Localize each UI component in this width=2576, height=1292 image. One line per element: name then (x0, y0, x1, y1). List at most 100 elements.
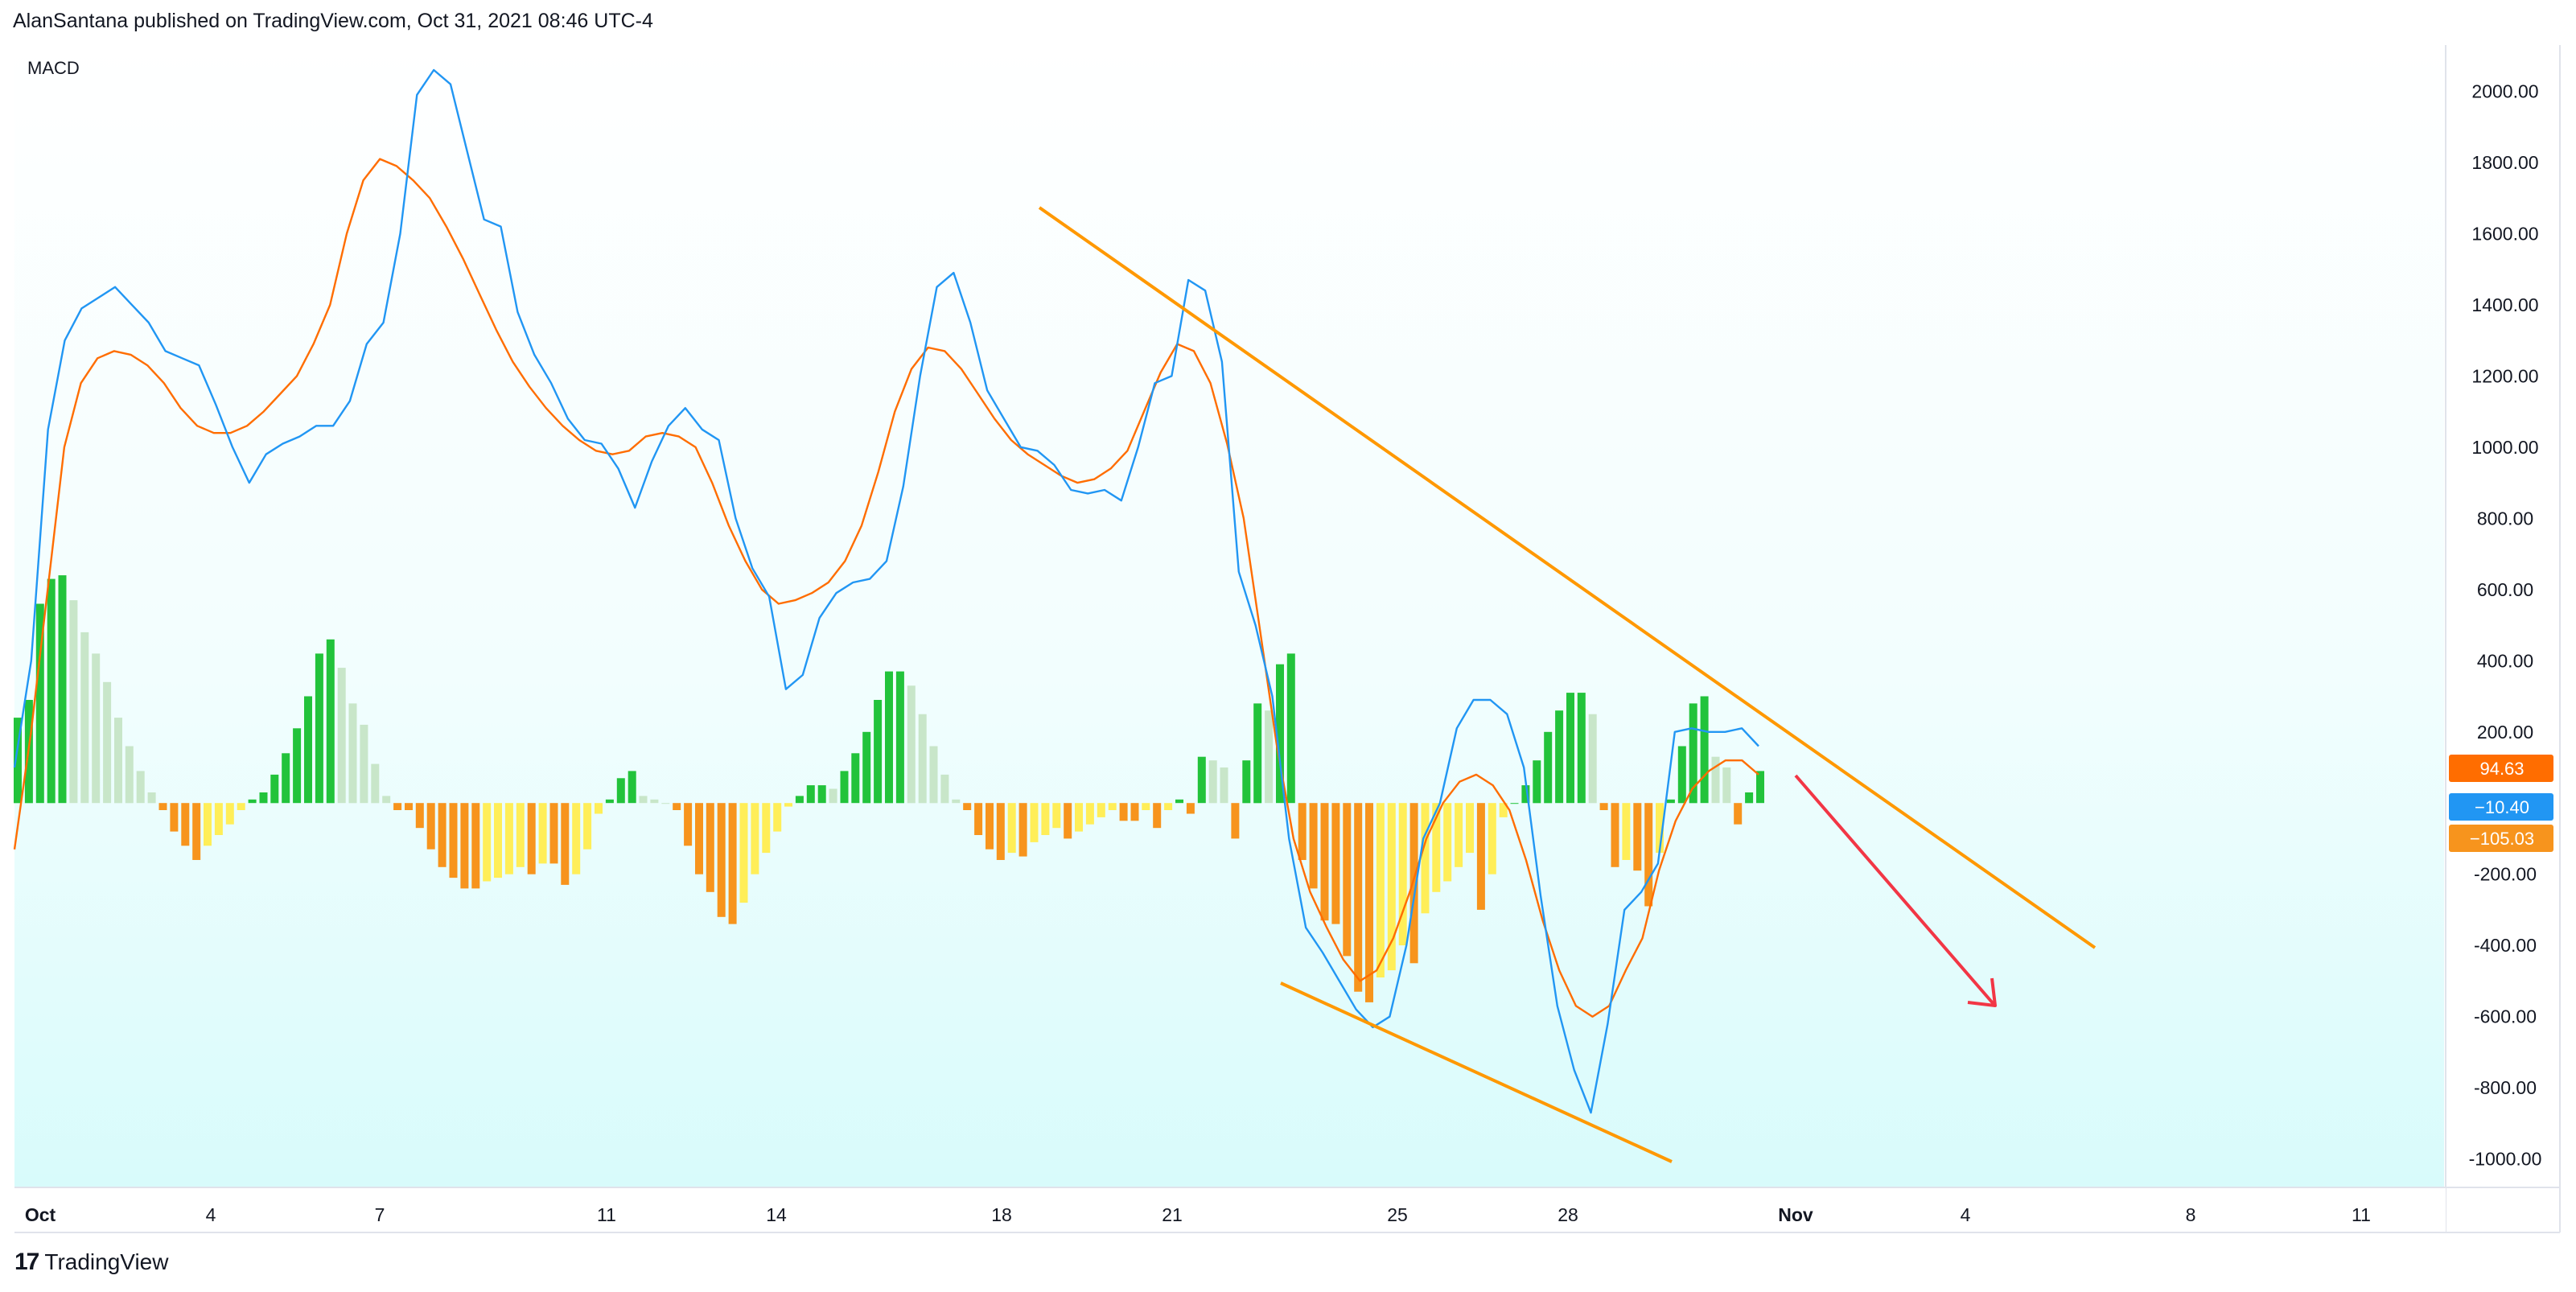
footer-brand: 17 TradingView (14, 1249, 168, 1276)
histogram-bar (1354, 803, 1363, 992)
histogram-bar (1041, 803, 1050, 835)
histogram-bar (1276, 664, 1284, 804)
histogram-bar (483, 803, 492, 882)
histogram-bar (80, 632, 89, 804)
histogram-bar (862, 731, 871, 804)
histogram-bar (940, 774, 949, 804)
histogram-bar (1677, 746, 1686, 804)
histogram-bar (728, 803, 737, 924)
publish-info: AlanSantana published on TradingView.com… (13, 10, 653, 32)
y-tick-label: 800.00 (2477, 508, 2533, 529)
histogram-bar (426, 803, 435, 850)
histogram-bar (538, 803, 547, 864)
annotations (1038, 206, 2097, 1163)
histogram-bar (1432, 803, 1441, 892)
x-tick-label: Oct (25, 1204, 56, 1225)
histogram-bar (1097, 803, 1105, 817)
histogram-bar (438, 803, 446, 867)
x-tick-label: 18 (991, 1204, 1012, 1225)
x-axis: Oct 4 7 11 14 18 21 25 28 Nov 4 8 11 (25, 1204, 2371, 1225)
histogram-bar (1153, 803, 1162, 829)
histogram-bar (929, 746, 938, 804)
histogram-bar (1734, 803, 1743, 825)
histogram-bar (1365, 803, 1373, 1002)
histogram-bar (47, 578, 56, 804)
histogram-bar (1599, 803, 1608, 810)
histogram-bar (494, 803, 502, 878)
histogram-bar (605, 799, 614, 804)
value-label-text: −10.40 (2475, 797, 2529, 817)
histogram-bar (1533, 760, 1541, 804)
histogram-bar (673, 803, 681, 810)
down-arrow-shaft (1794, 774, 1995, 1006)
histogram-bar (650, 799, 659, 804)
histogram-bar (595, 803, 603, 814)
histogram-bar (684, 803, 693, 846)
histogram-bar (1242, 760, 1251, 804)
histogram-bar (192, 803, 201, 860)
histogram-bar (415, 803, 424, 829)
histogram-bar (628, 771, 636, 804)
histogram-bar (237, 803, 245, 810)
y-tick-label: -1000.00 (2469, 1149, 2542, 1170)
value-label-text: 94.63 (2479, 759, 2524, 779)
histogram-bar (103, 681, 112, 804)
histogram-bar (1689, 703, 1697, 804)
y-tick-label: 1200.00 (2471, 365, 2538, 386)
x-tick-label: 28 (1558, 1204, 1578, 1225)
y-tick-label: -600.00 (2474, 1006, 2537, 1027)
y-tick-label: -200.00 (2474, 864, 2537, 885)
histogram-bar (460, 803, 469, 889)
histogram-bar (248, 799, 257, 804)
histogram-bar (918, 714, 927, 804)
macd-chart[interactable]: MACD 2000.00 1800.00 1600.00 1400.00 1200.00… (0, 0, 2576, 1247)
plot-background (14, 45, 2444, 1187)
histogram-bar (1611, 803, 1619, 867)
x-tick-label: 21 (1162, 1204, 1183, 1225)
histogram-bar (69, 600, 78, 804)
histogram-bar (952, 799, 961, 804)
y-tick-label: 1600.00 (2471, 223, 2538, 244)
histogram-bar (1220, 767, 1228, 804)
histogram-bar (35, 603, 44, 804)
histogram-bar (1656, 803, 1664, 854)
histogram-bar (986, 803, 994, 850)
histogram-bar (181, 803, 190, 846)
histogram-bar (1466, 803, 1474, 854)
y-tick-label: -400.00 (2474, 935, 2537, 956)
histogram-bar (147, 792, 156, 804)
down-arrow-head (1967, 977, 1997, 1007)
histogram-bar (371, 763, 380, 804)
histogram-bar (795, 796, 804, 804)
histogram-bar (762, 803, 771, 854)
brand-name: TradingView (44, 1249, 169, 1274)
histogram-bar (963, 803, 972, 810)
lower-trendline (1280, 981, 1673, 1163)
histogram-bar (1164, 803, 1173, 810)
histogram-bar (360, 724, 368, 804)
histogram-bar (784, 803, 792, 807)
histogram-bar (405, 803, 413, 810)
histogram-bar (1075, 803, 1083, 832)
histogram-bar (170, 803, 179, 832)
y-tick-label: 1000.00 (2471, 437, 2538, 458)
histogram-bar (315, 653, 323, 804)
histogram-bar (1052, 803, 1061, 829)
histogram-bar (829, 788, 837, 804)
histogram-bar (125, 746, 134, 804)
histogram-bar (158, 803, 167, 810)
histogram-bar (1265, 710, 1274, 804)
histogram-bar (1085, 803, 1094, 825)
histogram-bar (527, 803, 536, 874)
value-label-box (2449, 755, 2553, 782)
histogram-bar (1521, 785, 1530, 804)
histogram-bar (1119, 803, 1128, 821)
histogram-bar (504, 803, 513, 874)
histogram-bar (92, 653, 101, 804)
x-tick-label: 11 (2352, 1204, 2371, 1225)
histogram-bar (616, 778, 625, 804)
histogram-bar (1644, 803, 1653, 907)
histogram-bar (773, 803, 782, 832)
histogram-bar (1030, 803, 1039, 842)
